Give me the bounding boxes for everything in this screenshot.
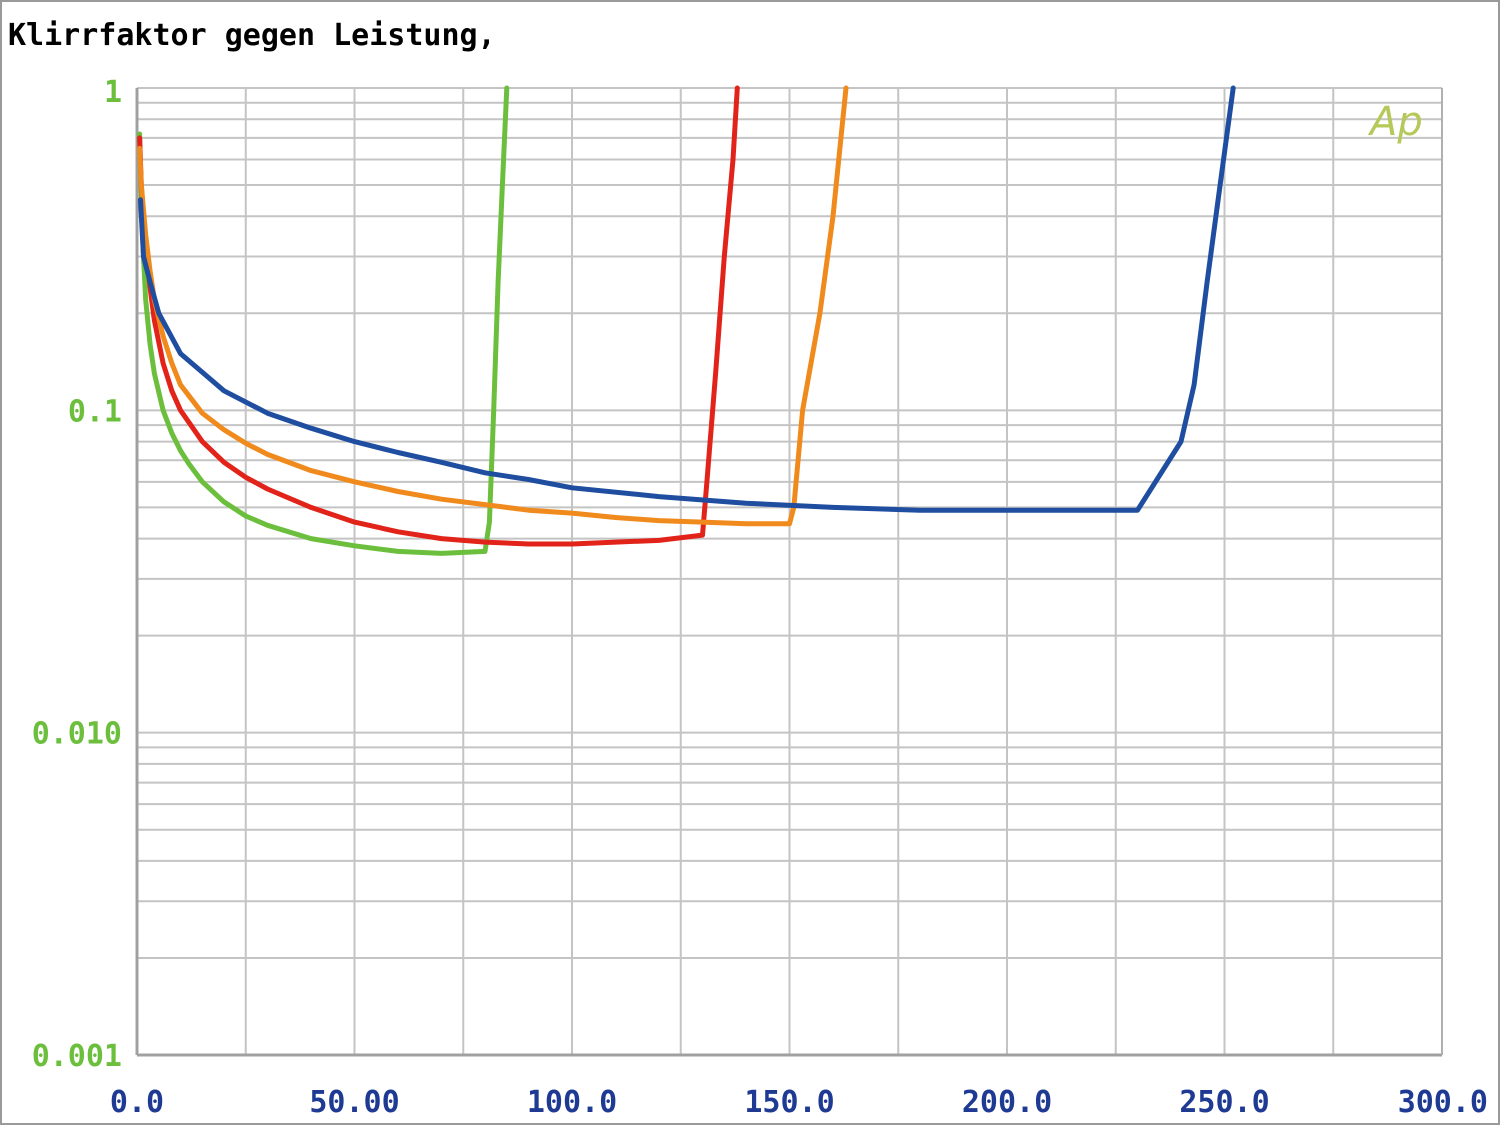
y-tick-label: 0.1 (68, 394, 122, 429)
grid-lines (136, 87, 1443, 1056)
axes-frame (135, 88, 1443, 1057)
x-tick-label: 300.0 (1398, 1085, 1488, 1120)
ap-watermark: Ap (1367, 99, 1423, 145)
y-tick-label: 1 (104, 75, 122, 110)
x-tick-label: 200.0 (962, 1085, 1052, 1120)
series-line-4 (138, 85, 1236, 513)
series-layer (137, 85, 1236, 556)
ap-logo-text: Ap (1367, 99, 1423, 145)
x-tick-label: 0.0 (110, 1085, 164, 1120)
x-tick-label: 100.0 (527, 1085, 617, 1120)
y-tick-label: 0.010 (32, 717, 122, 752)
x-tick-label: 50.00 (309, 1085, 399, 1120)
series-line-3 (137, 85, 849, 527)
x-tick-labels: 0.0 50.00 100.0 150.0 200.0 250.0 300.0 (110, 1085, 1488, 1120)
chart-title: Klirrfaktor gegen Leistung, (8, 18, 496, 53)
x-tick-label: 150.0 (744, 1085, 834, 1120)
y-tick-label: 0.001 (32, 1039, 122, 1074)
y-tick-labels: 1 0.1 0.010 0.001 (32, 75, 122, 1074)
series-line-2 (137, 85, 740, 547)
series-line-1 (137, 85, 510, 556)
x-tick-label: 250.0 (1179, 1085, 1269, 1120)
